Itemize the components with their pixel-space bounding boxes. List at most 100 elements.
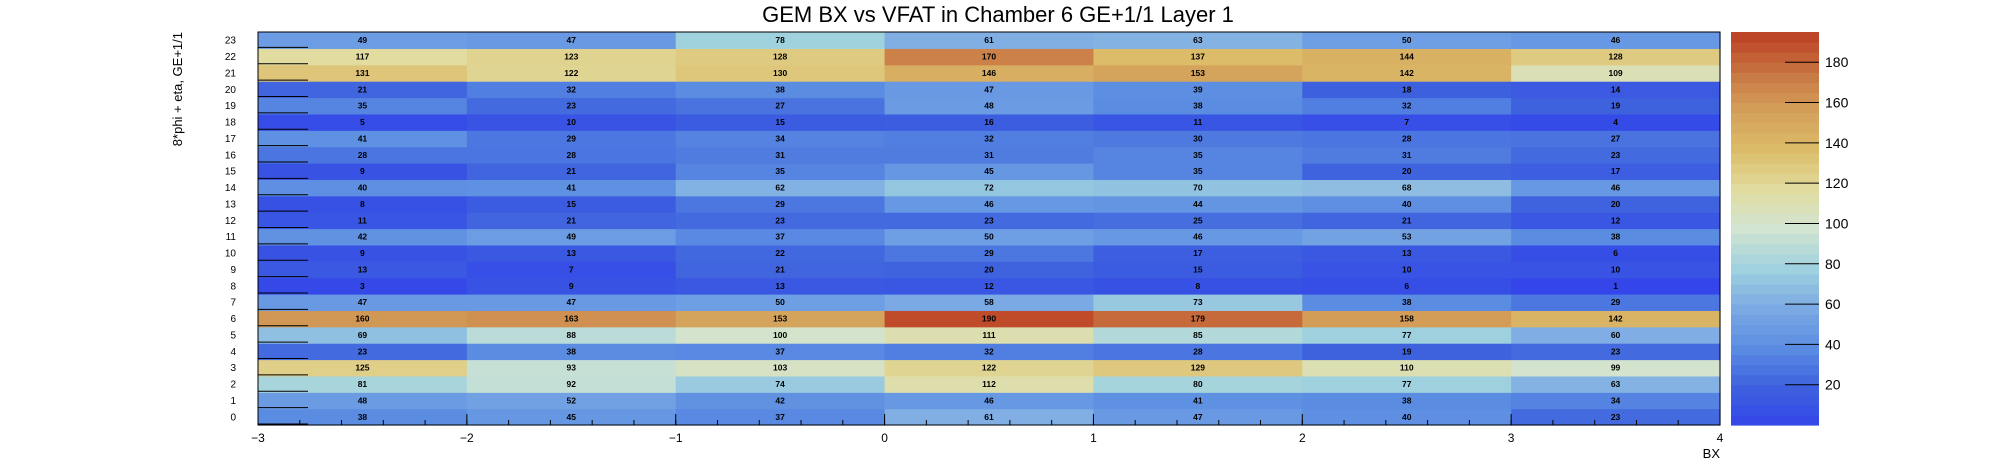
cell-value-label: 32: [984, 346, 994, 356]
x-axis: −3 −2 −1 0 1 2 3 4: [251, 414, 1724, 445]
x-tick-label: 2: [1299, 431, 1306, 445]
color-scale-step: [1731, 324, 1819, 335]
heatmap-cell: [466, 261, 677, 279]
cell-value-label: 60: [1611, 330, 1621, 340]
heatmap-cell: [675, 97, 886, 115]
heatmap-cell: [675, 195, 886, 213]
cell-value-label: 25: [1193, 215, 1203, 225]
heatmap-cell: [1511, 392, 1721, 410]
y-tick-label: 0: [230, 412, 236, 423]
heatmap-cell: [1511, 408, 1721, 426]
heatmap-cell: [884, 32, 1095, 49]
cell-value-label: 73: [1193, 297, 1203, 307]
heatmap-cell: [1093, 130, 1303, 148]
heatmap-cell: [258, 228, 468, 246]
cell-value-label: 48: [984, 101, 994, 111]
cell-value-label: 27: [775, 101, 785, 111]
heatmap-cell: [258, 179, 468, 197]
heatmap-cell: [1511, 212, 1721, 230]
cell-value-label: 23: [1611, 346, 1621, 356]
cell-value-label: 15: [567, 199, 577, 209]
heatmap-cell: [258, 97, 468, 115]
heatmap-cell: [675, 179, 886, 197]
cell-value-label: 6: [1613, 248, 1618, 258]
cell-value-label: 50: [984, 232, 994, 242]
cell-value-label: 9: [360, 248, 365, 258]
heatmap-cell: [258, 244, 468, 262]
chart-title: GEM BX vs VFAT in Chamber 6 GE+1/1 Layer…: [762, 2, 1234, 27]
heatmap-cell: [675, 32, 886, 49]
cell-value-label: 4: [1613, 117, 1618, 127]
cell-value-label: 28: [1193, 346, 1203, 356]
cell-value-label: 21: [358, 84, 368, 94]
cell-value-label: 22: [775, 248, 785, 258]
heatmap-cell: [466, 48, 677, 66]
z-tick-label: 140: [1825, 135, 1849, 151]
heatmap-cell: [1511, 64, 1721, 82]
color-scale-step: [1731, 233, 1819, 245]
color-scale-step: [1731, 283, 1819, 295]
y-tick-label: 13: [225, 199, 237, 210]
heatmap-cell: [1511, 326, 1721, 344]
z-tick-label: 40: [1825, 336, 1841, 352]
cell-value-label: 62: [775, 183, 785, 193]
cell-value-label: 13: [775, 281, 785, 291]
cell-value-label: 49: [567, 232, 577, 242]
cell-value-label: 15: [775, 117, 785, 127]
heatmap-cell: [675, 244, 886, 262]
y-tick-label: 20: [225, 85, 237, 96]
heatmap-cell: [1302, 359, 1512, 377]
color-scale-step: [1731, 183, 1819, 194]
y-tick-label: 18: [225, 118, 237, 129]
heatmap-cell: [1511, 81, 1721, 99]
heatmap-cell: [1093, 408, 1303, 426]
heatmap-cell: [466, 179, 677, 197]
color-scale-step: [1731, 414, 1819, 426]
heatmap-cell: [884, 375, 1095, 393]
cell-value-label: 92: [567, 379, 577, 389]
heatmap-cell: [1093, 146, 1303, 164]
cell-value-label: 45: [984, 166, 994, 176]
cell-value-label: 35: [775, 166, 785, 176]
y-tick-label: 11: [226, 232, 237, 243]
heatmap-cell: [1511, 130, 1721, 148]
x-tick-label: −3: [251, 431, 265, 445]
heatmap-cell: [884, 261, 1095, 279]
heatmap-cell: [884, 277, 1095, 295]
cell-value-label: 46: [984, 395, 994, 405]
cell-value-label: 47: [984, 84, 994, 94]
z-tick-label: 180: [1825, 54, 1849, 70]
heatmap-cell: [1511, 163, 1721, 180]
cell-value-label: 37: [775, 412, 785, 422]
cell-value-label: 38: [1402, 297, 1412, 307]
cell-value-label: 32: [1402, 101, 1412, 111]
heatmap-cell: [1511, 277, 1721, 295]
cell-value-label: 16: [984, 117, 994, 127]
heatmap-cell: [466, 146, 677, 164]
heatmap-cell: [1093, 64, 1303, 82]
cell-value-label: 10: [567, 117, 577, 127]
heatmap-cell: [1302, 195, 1512, 213]
color-scale-step: [1731, 102, 1819, 114]
heatmap-cell: [466, 81, 677, 99]
cell-value-label: 128: [1608, 52, 1622, 62]
cell-value-label: 80: [1193, 379, 1203, 389]
heatmap-cell: [675, 261, 886, 279]
cell-value-label: 128: [773, 52, 787, 62]
y-tick-label: 14: [225, 183, 237, 194]
cell-value-label: 142: [1400, 68, 1414, 78]
heatmap-cell: [675, 228, 886, 246]
cell-value-label: 50: [775, 297, 785, 307]
heatmap-cell: [675, 359, 886, 377]
heatmap-cell: [466, 326, 677, 344]
heatmap-cell: [466, 195, 677, 213]
heatmap-cell: [675, 212, 886, 230]
heatmap-cell: [466, 294, 677, 311]
heatmap-cell: [1093, 212, 1303, 230]
y-axis-label: 8*phi + eta, GE+1/1: [170, 32, 185, 146]
cell-value-label: 46: [1193, 232, 1203, 242]
cell-value-label: 23: [984, 215, 994, 225]
cell-value-label: 23: [775, 215, 785, 225]
heatmap-cell: [1093, 32, 1303, 49]
heatmap-cell: [258, 212, 468, 230]
